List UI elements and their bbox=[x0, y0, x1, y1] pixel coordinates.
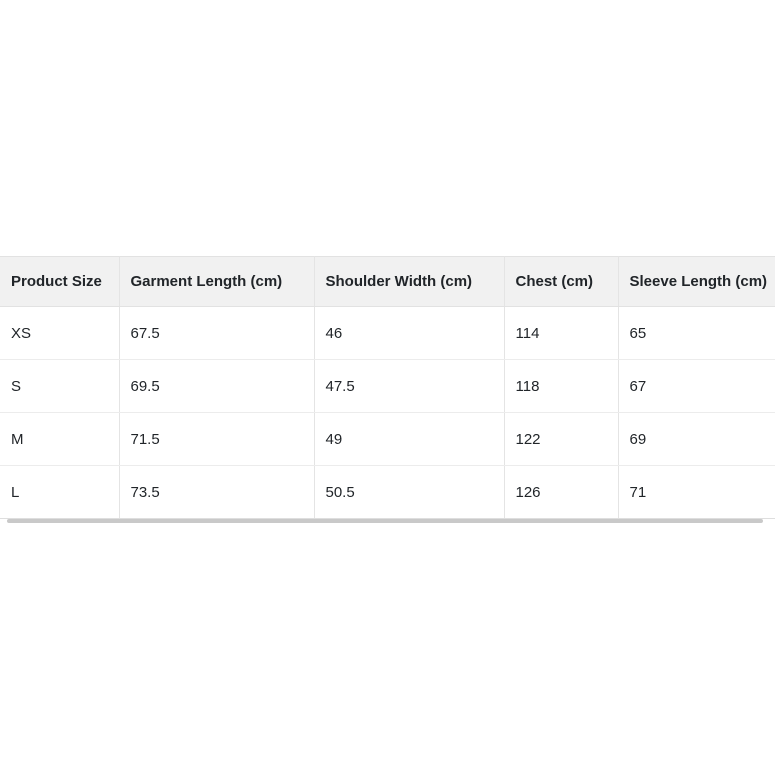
cell-size: S bbox=[0, 359, 120, 413]
cell-sleeve-length: 65 bbox=[618, 306, 775, 360]
cell-chest: 126 bbox=[504, 465, 619, 519]
table-row: M 71.5 49 122 69 bbox=[0, 412, 775, 466]
size-chart-scroll-area[interactable]: Product Size Garment Length (cm) Shoulde… bbox=[0, 256, 775, 519]
cell-sleeve-length: 71 bbox=[618, 465, 775, 519]
cell-shoulder-width: 46 bbox=[314, 306, 505, 360]
cell-chest: 114 bbox=[504, 306, 619, 360]
cell-garment-length: 67.5 bbox=[119, 306, 315, 360]
column-header-shoulder-width: Shoulder Width (cm) bbox=[314, 256, 505, 307]
table-row: L 73.5 50.5 126 71 bbox=[0, 465, 775, 519]
table-row: S 69.5 47.5 118 67 bbox=[0, 359, 775, 413]
size-chart-table: Product Size Garment Length (cm) Shoulde… bbox=[0, 256, 775, 519]
cell-sleeve-length: 67 bbox=[618, 359, 775, 413]
column-header-sleeve-length: Sleeve Length (cm) bbox=[618, 256, 775, 307]
cell-shoulder-width: 50.5 bbox=[314, 465, 505, 519]
cell-chest: 118 bbox=[504, 359, 619, 413]
horizontal-scrollbar-thumb[interactable] bbox=[7, 519, 763, 523]
cell-size: L bbox=[0, 465, 120, 519]
column-header-chest: Chest (cm) bbox=[504, 256, 619, 307]
cell-shoulder-width: 49 bbox=[314, 412, 505, 466]
cell-chest: 122 bbox=[504, 412, 619, 466]
table-row: XS 67.5 46 114 65 bbox=[0, 306, 775, 360]
cell-garment-length: 71.5 bbox=[119, 412, 315, 466]
table-header-row: Product Size Garment Length (cm) Shoulde… bbox=[0, 256, 775, 307]
column-header-garment-length: Garment Length (cm) bbox=[119, 256, 315, 307]
cell-sleeve-length: 69 bbox=[618, 412, 775, 466]
cell-shoulder-width: 47.5 bbox=[314, 359, 505, 413]
cell-garment-length: 69.5 bbox=[119, 359, 315, 413]
cell-size: XS bbox=[0, 306, 120, 360]
column-header-product-size: Product Size bbox=[0, 256, 120, 307]
cell-garment-length: 73.5 bbox=[119, 465, 315, 519]
cell-size: M bbox=[0, 412, 120, 466]
